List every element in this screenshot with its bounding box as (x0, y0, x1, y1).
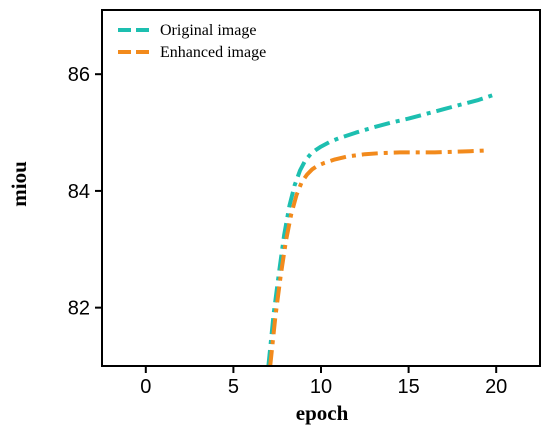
x-tick-label: 0 (140, 376, 151, 398)
y-tick-label: 84 (68, 181, 90, 203)
x-axis-title: epoch (296, 401, 349, 425)
y-tick-label: 82 (68, 298, 90, 320)
x-tick-label: 10 (310, 376, 332, 398)
axes-layer: 0 5 10 15 20 82 84 86 (68, 9, 541, 398)
series-layer (266, 92, 497, 366)
series-line-1 (266, 92, 497, 366)
legend-label-1: Original image (160, 22, 256, 39)
x-tick-label: 5 (228, 376, 239, 398)
legend: Original image Enhanced image (118, 22, 266, 61)
y-axis-title: miou (7, 161, 31, 207)
y-tick-label: 86 (68, 64, 90, 86)
x-tick-label: 20 (485, 376, 507, 398)
legend-label-2: Enhanced image (160, 44, 266, 61)
x-tick-label: 15 (397, 376, 419, 398)
series-line-2 (268, 148, 484, 366)
